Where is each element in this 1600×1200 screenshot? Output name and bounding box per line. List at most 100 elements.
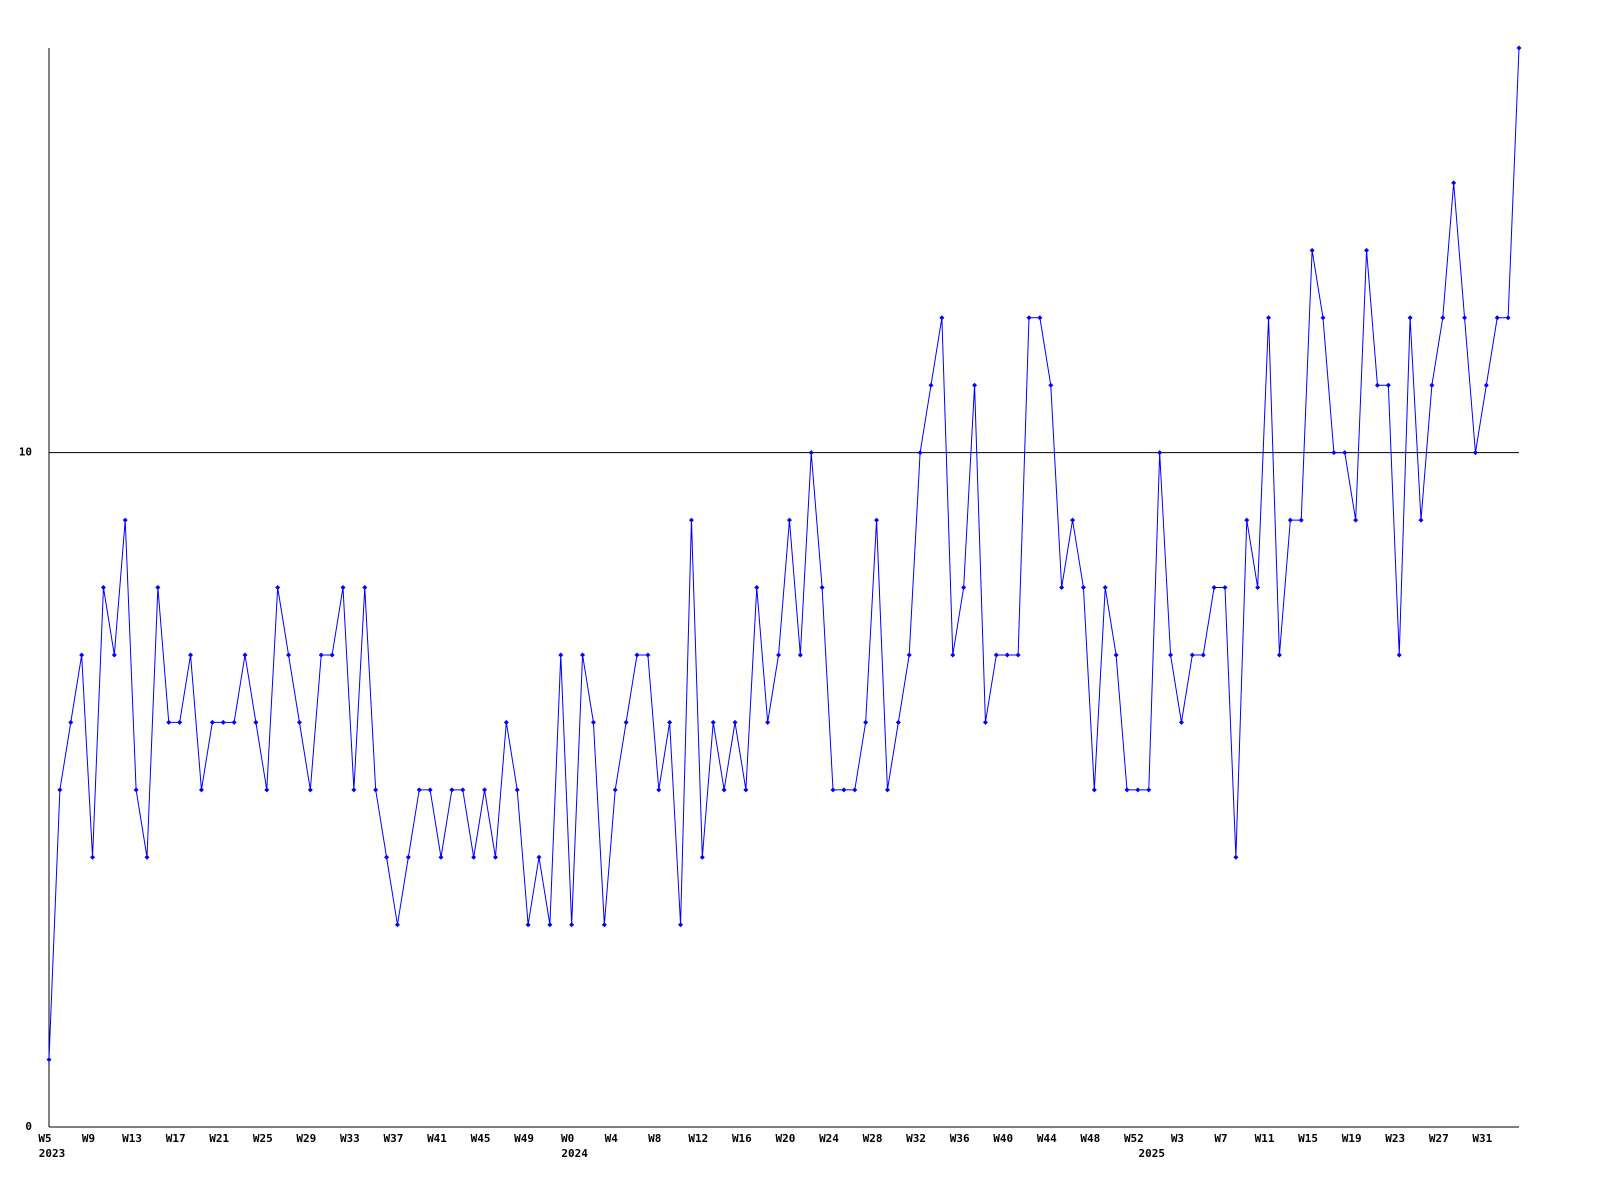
point-marker (166, 719, 172, 725)
point-marker (122, 517, 128, 523)
point-marker (699, 854, 705, 860)
point-marker (1124, 787, 1130, 793)
point-marker (373, 787, 379, 793)
point-marker (1418, 517, 1424, 523)
point-marker (917, 450, 923, 456)
x-tick-label: W45 (471, 1132, 491, 1145)
point-marker (1113, 652, 1119, 658)
point-marker (1505, 315, 1511, 321)
point-marker (797, 652, 803, 658)
point-marker (1516, 45, 1522, 51)
year-label: 2024 (561, 1147, 588, 1160)
point-marker (275, 585, 281, 590)
point-marker (384, 854, 390, 860)
point-marker (863, 719, 869, 725)
point-marker (982, 719, 988, 725)
point-marker (242, 652, 248, 658)
point-marker (928, 382, 934, 388)
point-marker (1266, 315, 1272, 321)
x-tick-label: W4 (605, 1132, 619, 1145)
point-marker (623, 719, 629, 725)
x-tick-label: W19 (1342, 1132, 1362, 1145)
x-tick-label: W27 (1429, 1132, 1449, 1145)
point-marker (111, 652, 117, 658)
point-marker (1472, 450, 1478, 456)
x-tick-label: W36 (950, 1132, 970, 1145)
x-tick-label: W11 (1255, 1132, 1275, 1145)
point-marker (57, 787, 63, 793)
point-marker (1135, 787, 1141, 793)
point-marker (1320, 315, 1326, 321)
point-marker (612, 787, 618, 793)
point-marker (471, 854, 477, 860)
point-marker (580, 652, 586, 658)
point-marker (547, 922, 553, 928)
point-marker (634, 652, 640, 658)
point-marker (667, 719, 673, 725)
point-marker (961, 585, 967, 590)
point-marker (1407, 315, 1413, 321)
point-marker (1080, 585, 1086, 590)
x-tick-label: W37 (384, 1132, 404, 1145)
point-marker (394, 922, 400, 928)
point-marker (1396, 652, 1402, 658)
point-marker (1440, 315, 1446, 321)
point-marker (678, 922, 684, 928)
point-marker (939, 315, 945, 321)
point-marker (514, 787, 520, 793)
point-marker (1331, 450, 1337, 456)
line-series (48, 47, 1520, 1060)
point-marker (950, 652, 956, 658)
point-marker (68, 719, 74, 725)
point-marker (1091, 787, 1097, 793)
point-marker (754, 585, 760, 590)
point-marker (438, 854, 444, 860)
point-marker (786, 517, 792, 523)
x-tick-label: W52 (1124, 1132, 1144, 1145)
point-marker (1342, 450, 1348, 456)
point-marker (884, 787, 890, 793)
x-tick-label: W31 (1472, 1132, 1492, 1145)
point-marker (569, 922, 575, 928)
point-marker (841, 787, 847, 793)
point-marker (1483, 382, 1489, 388)
point-marker (819, 585, 825, 590)
point-marker (1178, 719, 1184, 725)
point-marker (1429, 382, 1435, 388)
point-marker (1385, 382, 1391, 388)
point-marker (645, 652, 651, 658)
point-marker (133, 787, 139, 793)
x-tick-label: W15 (1298, 1132, 1318, 1145)
point-marker (264, 787, 270, 793)
x-tick-label: W28 (863, 1132, 883, 1145)
x-tick-label: W13 (122, 1132, 142, 1145)
point-marker (1146, 787, 1152, 793)
point-marker (1298, 517, 1304, 523)
x-tick-label: W21 (209, 1132, 229, 1145)
point-marker (906, 652, 912, 658)
point-marker (1374, 382, 1380, 388)
point-marker (220, 719, 226, 725)
point-marker (776, 652, 782, 658)
point-marker (590, 719, 596, 725)
point-marker (1222, 585, 1228, 590)
point-marker (721, 787, 727, 793)
x-tick-label: W44 (1037, 1132, 1057, 1145)
point-marker (972, 382, 978, 388)
x-tick-label: W23 (1385, 1132, 1405, 1145)
point-marker (1244, 517, 1250, 523)
point-marker (1026, 315, 1032, 321)
point-marker (1309, 247, 1315, 253)
point-marker (525, 922, 531, 928)
x-tick-label: W0 (561, 1132, 574, 1145)
point-marker (1015, 652, 1021, 658)
point-marker (329, 652, 335, 658)
point-marker (993, 652, 999, 658)
point-marker (405, 854, 411, 860)
point-marker (198, 787, 204, 793)
point-marker (656, 787, 662, 793)
point-marker (46, 1057, 52, 1063)
point-marker (296, 719, 302, 725)
